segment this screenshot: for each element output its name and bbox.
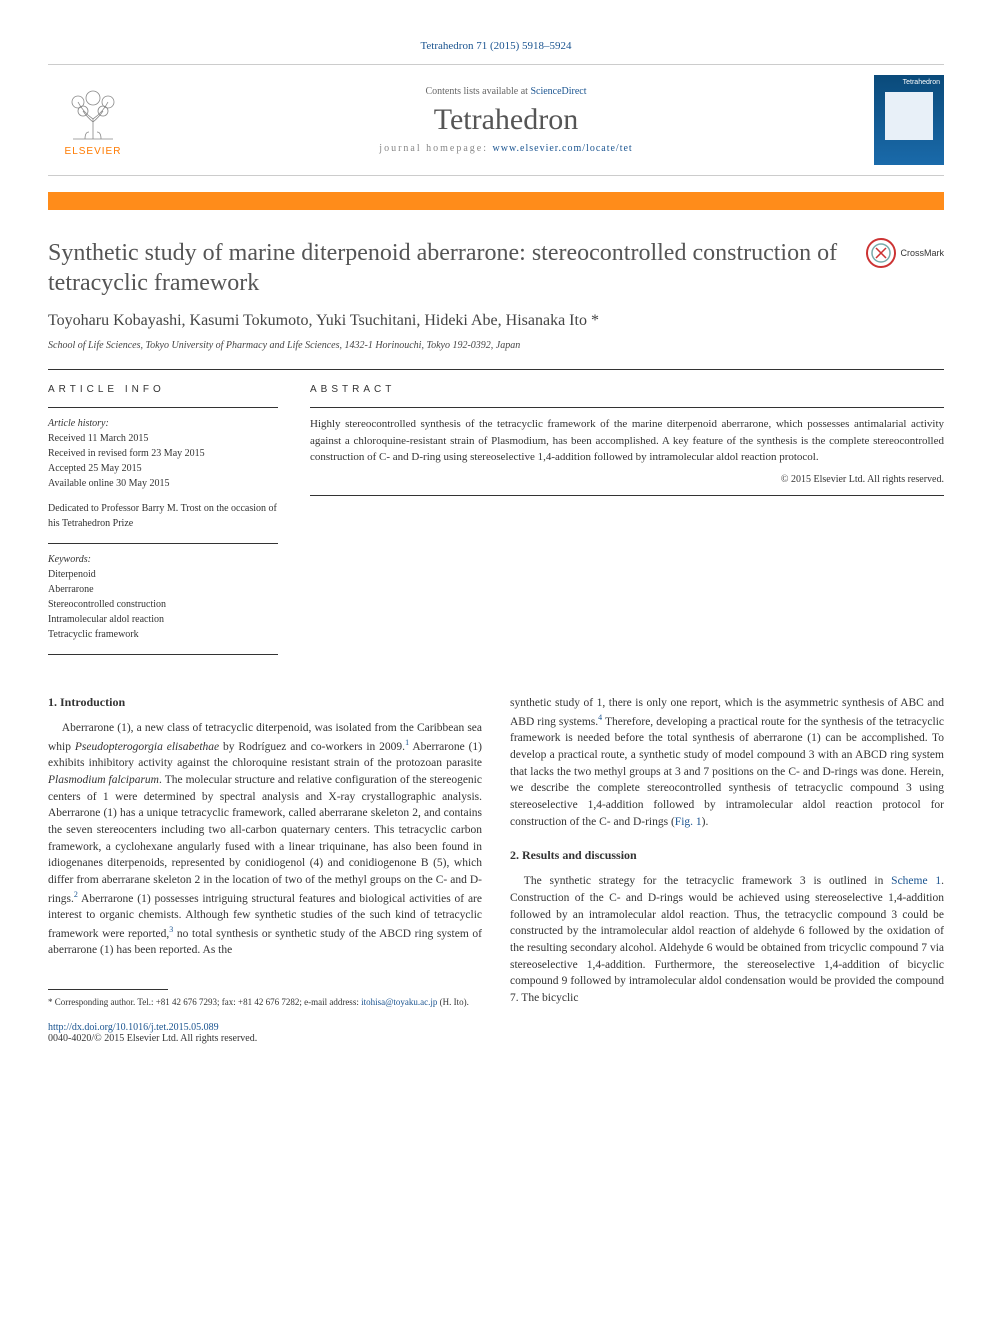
doi-line: http://dx.doi.org/10.1016/j.tet.2015.05.… [48, 1022, 482, 1033]
crossmark-label: CrossMark [900, 248, 944, 258]
keywords-block: Keywords: Diterpenoid Aberrarone Stereoc… [48, 543, 278, 642]
citation-header: Tetrahedron 71 (2015) 5918–5924 [48, 40, 944, 52]
abstract-text: Highly stereocontrolled synthesis of the… [310, 407, 944, 487]
top-divider [48, 369, 944, 370]
footnote-text: * Corresponding author. Tel.: +81 42 676… [48, 997, 361, 1007]
body-text-span: . Construction of the C- and D-rings wou… [510, 875, 944, 1004]
abstract-label: ABSTRACT [310, 384, 944, 395]
abstract-bottom-divider [310, 495, 944, 496]
info-abstract-row: ARTICLE INFO Article history: Received 1… [48, 384, 944, 655]
figure-ref-link[interactable]: Fig. 1 [675, 816, 702, 828]
body-columns: 1. Introduction Aberrarone (1), a new cl… [48, 695, 944, 1044]
history-label: Article history: [48, 418, 109, 429]
body-text-span: ). [702, 816, 709, 828]
publisher-logo-block: ELSEVIER [48, 84, 138, 157]
intro-continuation: synthetic study of 1, there is only one … [510, 695, 944, 830]
abstract-body: Highly stereocontrolled synthesis of the… [310, 418, 944, 463]
dedication: Dedicated to Professor Barry M. Trost on… [48, 501, 278, 531]
masthead-center: Contents lists available at ScienceDirec… [138, 86, 874, 154]
history-item: Received 11 March 2015 [48, 433, 148, 444]
keyword: Intramolecular aldol reaction [48, 614, 164, 625]
history-item: Received in revised form 23 May 2015 [48, 448, 205, 459]
journal-cover-thumbnail: Tetrahedron [874, 75, 944, 165]
body-text-span: by Rodríguez and co-workers in 2009. [219, 741, 405, 753]
title-row: Synthetic study of marine diterpenoid ab… [48, 238, 944, 298]
body-right-column: synthetic study of 1, there is only one … [510, 695, 944, 1044]
results-paragraph: The synthetic strategy for the tetracycl… [510, 873, 944, 1006]
contents-prefix: Contents lists available at [425, 86, 530, 97]
article-title: Synthetic study of marine diterpenoid ab… [48, 238, 866, 298]
intro-paragraph: Aberrarone (1), a new class of tetracycl… [48, 720, 482, 959]
info-bottom-divider [48, 654, 278, 655]
cover-inner-graphic [885, 92, 933, 140]
history-item: Accepted 25 May 2015 [48, 463, 142, 474]
masthead: ELSEVIER Contents lists available at Sci… [48, 64, 944, 176]
body-text-span: Therefore, developing a practical route … [510, 716, 944, 828]
results-heading: 2. Results and discussion [510, 848, 944, 863]
body-left-column: 1. Introduction Aberrarone (1), a new cl… [48, 695, 482, 1044]
abstract-copyright: © 2015 Elsevier Ltd. All rights reserved… [310, 472, 944, 487]
cover-label: Tetrahedron [878, 79, 940, 86]
elsevier-tree-icon [63, 84, 123, 144]
doi-link[interactable]: http://dx.doi.org/10.1016/j.tet.2015.05.… [48, 1022, 219, 1033]
intro-heading: 1. Introduction [48, 695, 482, 710]
crossmark-badge[interactable]: CrossMark [866, 238, 944, 268]
authors-line: Toyoharu Kobayashi, Kasumi Tokumoto, Yuk… [48, 312, 944, 330]
species-name: Plasmodium falciparum [48, 774, 159, 786]
orange-divider-bar [48, 192, 944, 210]
publisher-name: ELSEVIER [65, 146, 122, 157]
body-text-span: . The molecular structure and relative c… [48, 774, 482, 905]
author-email-link[interactable]: itohisa@toyaku.ac.jp [361, 997, 437, 1007]
article-info-column: ARTICLE INFO Article history: Received 1… [48, 384, 278, 655]
keyword: Stereocontrolled construction [48, 599, 166, 610]
homepage-prefix: journal homepage: [379, 143, 492, 154]
contents-available-line: Contents lists available at ScienceDirec… [138, 86, 874, 97]
footnote-text: (H. Ito). [437, 997, 469, 1007]
article-history-block: Article history: Received 11 March 2015 … [48, 407, 278, 531]
scheme-ref-link[interactable]: Scheme 1 [891, 875, 941, 887]
journal-homepage-link[interactable]: www.elsevier.com/locate/tet [493, 143, 633, 154]
history-item: Available online 30 May 2015 [48, 478, 169, 489]
keyword: Tetracyclic framework [48, 629, 139, 640]
keywords-label: Keywords: [48, 554, 91, 565]
keyword: Aberrarone [48, 584, 94, 595]
species-name: Pseudopterogorgia elisabethae [75, 741, 219, 753]
journal-name: Tetrahedron [138, 103, 874, 137]
journal-homepage-line: journal homepage: www.elsevier.com/locat… [138, 143, 874, 154]
keyword: Diterpenoid [48, 569, 96, 580]
footnote-divider [48, 989, 168, 990]
article-info-label: ARTICLE INFO [48, 384, 278, 395]
body-text-span: The synthetic strategy for the tetracycl… [524, 875, 891, 887]
sciencedirect-link[interactable]: ScienceDirect [530, 86, 586, 97]
affiliation-line: School of Life Sciences, Tokyo Universit… [48, 340, 944, 351]
crossmark-icon [866, 238, 896, 268]
copyright-footer: 0040-4020/© 2015 Elsevier Ltd. All right… [48, 1033, 482, 1044]
corresponding-author-footnote: * Corresponding author. Tel.: +81 42 676… [48, 996, 482, 1009]
abstract-column: ABSTRACT Highly stereocontrolled synthes… [310, 384, 944, 655]
